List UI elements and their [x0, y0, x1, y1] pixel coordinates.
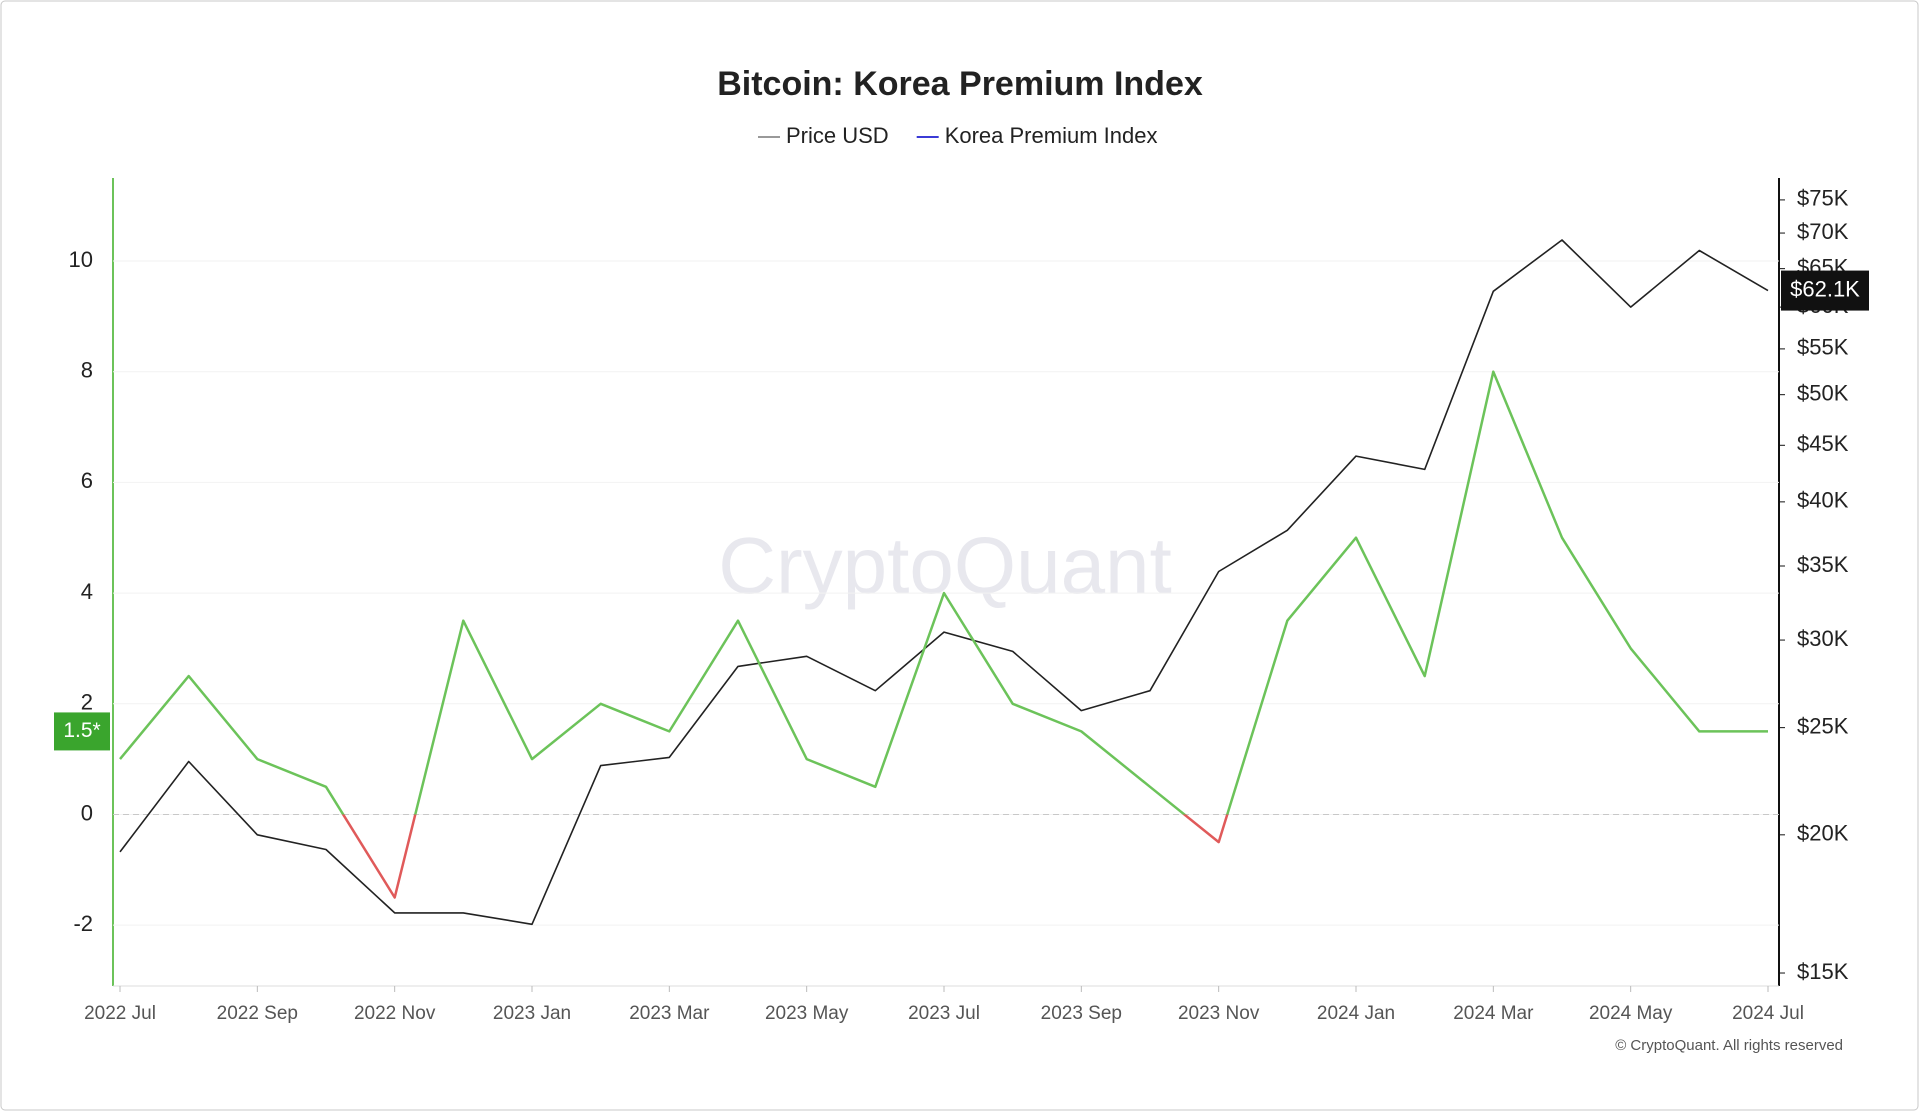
chart-title: Bitcoin: Korea Premium Index: [717, 65, 1203, 103]
y2-tick-label: $55K: [1797, 335, 1849, 360]
y-tick-label: 2: [81, 690, 93, 715]
x-tick-label: 2024 May: [1589, 1003, 1673, 1024]
x-tick-label: 2024 Mar: [1453, 1003, 1534, 1024]
y-tick-label: 4: [81, 579, 93, 604]
x-tick-label: 2022 Sep: [217, 1003, 298, 1024]
x-tick-label: 2022 Jul: [84, 1003, 156, 1024]
line: [119, 239, 1769, 926]
y-tick-label: 10: [69, 247, 93, 272]
y2-tick-label: $15K: [1797, 959, 1849, 984]
legend-label: Korea Premium Index: [945, 123, 1158, 148]
x-tick-label: 2024 Jul: [1732, 1003, 1804, 1024]
y-tick-label: 6: [81, 468, 93, 493]
y-marker-label: 1.5*: [63, 719, 100, 742]
legend-label: Price USD: [786, 123, 889, 148]
x-tick-label: 2023 Jan: [493, 1003, 571, 1024]
y2-marker-label: $62.1K: [1790, 276, 1860, 301]
y2-tick-label: $75K: [1797, 186, 1849, 211]
y-tick-label: 8: [81, 358, 93, 383]
x-tick-label: 2023 May: [765, 1003, 849, 1024]
y-tick-label: -2: [73, 911, 93, 936]
y2-tick-label: $70K: [1797, 219, 1849, 244]
x-tick-label: 2023 Nov: [1178, 1003, 1260, 1024]
y2-tick-label: $45K: [1797, 431, 1849, 456]
y2-tick-label: $30K: [1797, 626, 1849, 651]
y2-tick-label: $25K: [1797, 713, 1849, 738]
x-tick-label: 2024 Jan: [1317, 1003, 1395, 1024]
x-tick-label: 2023 Mar: [629, 1003, 710, 1024]
footer: © CryptoQuant. All rights reserved: [1615, 1037, 1843, 1054]
y2-tick-label: $40K: [1797, 488, 1849, 513]
y2-marker-box: [1781, 270, 1869, 311]
x-tick-label: 2023 Sep: [1041, 1003, 1122, 1024]
x-tick-label: 2022 Nov: [354, 1003, 436, 1024]
y2-tick-label: $35K: [1797, 552, 1849, 577]
y-tick-label: 0: [81, 800, 93, 825]
y2-tick-label: $50K: [1797, 380, 1849, 405]
line: [119, 370, 1768, 899]
y-marker-box: [54, 712, 110, 751]
x-tick-label: 2023 Jul: [908, 1003, 980, 1024]
y2-tick-label: $20K: [1797, 821, 1849, 846]
